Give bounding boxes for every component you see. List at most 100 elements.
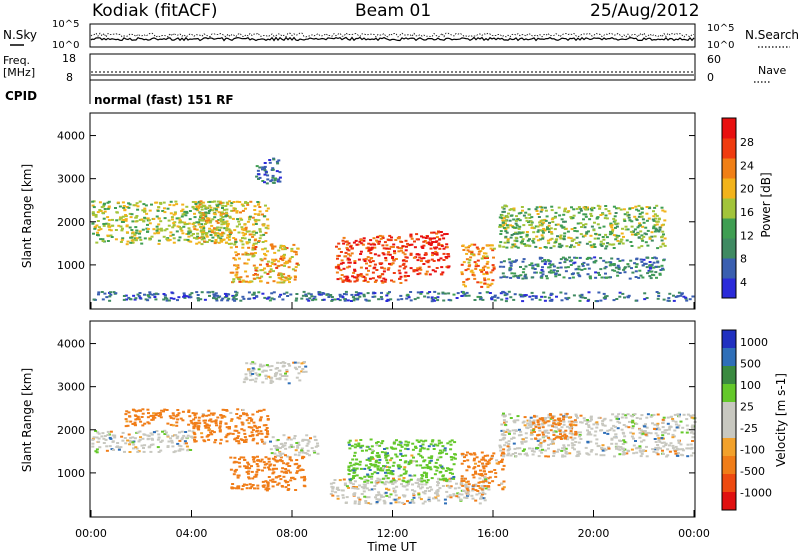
power-cell — [409, 253, 413, 256]
power-cell — [235, 268, 239, 271]
power-cell — [540, 276, 544, 279]
power-cell — [208, 230, 211, 233]
velocity-cell — [389, 470, 393, 472]
velocity-cell — [483, 492, 487, 495]
velocity-cell — [253, 487, 256, 490]
velocity-cell — [169, 437, 172, 440]
velocity-cell — [568, 427, 572, 430]
power-cell — [652, 219, 656, 222]
velocity-cell — [385, 447, 389, 450]
power-cell — [172, 297, 176, 300]
velocity-cell — [465, 481, 469, 484]
velocity-cell — [597, 416, 601, 419]
power-cell — [248, 233, 252, 236]
power-cell — [183, 296, 187, 299]
noise-strip-frame — [89, 23, 696, 48]
power-cell — [608, 212, 612, 215]
power-cell — [198, 203, 202, 206]
velocity-cell — [187, 423, 191, 426]
power-cell — [589, 257, 593, 260]
velocity-cell — [649, 415, 653, 418]
power-cell — [653, 235, 657, 238]
power-cell — [385, 300, 389, 302]
power-cell — [431, 269, 435, 272]
velocity-cell — [181, 436, 185, 439]
velocity-cell — [461, 454, 464, 457]
velocity-cell — [102, 442, 106, 444]
velocity-cell — [259, 460, 263, 463]
velocity-cell — [259, 416, 263, 419]
power-cell — [287, 274, 291, 277]
power-cell — [248, 238, 251, 241]
velocity-cell — [207, 426, 210, 429]
velocity-cell — [466, 451, 469, 454]
x-tick-label: 00:00 — [75, 527, 107, 540]
power-cell — [614, 238, 618, 241]
power-cell — [348, 254, 352, 257]
power-cell — [205, 234, 209, 237]
velocity-cell — [554, 423, 558, 426]
velocity-cell — [573, 419, 577, 422]
power-cell — [360, 242, 364, 245]
power-cell — [200, 208, 204, 211]
velocity-cell — [427, 456, 431, 459]
power-cell — [353, 262, 357, 264]
power-cell — [632, 230, 635, 233]
power-cell — [265, 182, 269, 185]
velocity-cell — [484, 465, 488, 468]
power-cell — [593, 221, 596, 224]
power-cell — [246, 202, 249, 204]
power-cell — [550, 209, 554, 212]
velocity-cell — [157, 433, 161, 436]
velocity-cell — [656, 434, 660, 437]
power-cell — [550, 232, 554, 235]
velocity-cell — [247, 368, 250, 371]
power-cell — [271, 176, 275, 179]
velocity-cell — [438, 487, 442, 490]
power-cell — [187, 227, 191, 230]
power-cell — [295, 262, 299, 265]
power-cell — [398, 265, 402, 268]
velocity-colorbar-tick: 1000 — [740, 336, 768, 349]
velocity-cell — [417, 453, 421, 456]
power-cell — [512, 218, 516, 221]
power-cell — [380, 298, 384, 301]
velocity-cell — [94, 450, 98, 453]
velocity-cell — [225, 426, 229, 429]
velocity-cell — [375, 441, 378, 444]
power-cell — [282, 257, 286, 260]
power-cell — [509, 268, 513, 271]
power-cell — [381, 236, 385, 239]
velocity-cell — [140, 416, 144, 418]
velocity-cell — [282, 364, 286, 367]
velocity-cell — [95, 451, 99, 454]
velocity-cell — [261, 381, 265, 384]
power-cell — [249, 200, 253, 203]
power-cell — [253, 205, 257, 208]
velocity-cell — [502, 454, 506, 457]
velocity-cell — [140, 444, 144, 447]
power-cell — [219, 226, 223, 229]
velocity-cell — [401, 485, 405, 488]
power-cell — [369, 248, 373, 251]
velocity-cell — [481, 489, 485, 492]
power-cell — [506, 240, 510, 242]
velocity-cell — [391, 464, 395, 467]
velocity-cell — [474, 485, 478, 487]
power-cell — [350, 300, 353, 302]
velocity-cell — [172, 417, 176, 420]
power-cell — [638, 222, 642, 225]
velocity-cell — [487, 488, 491, 491]
power-cell — [515, 240, 519, 243]
power-cell — [465, 258, 469, 261]
velocity-cell — [420, 480, 424, 483]
power-cell — [282, 292, 286, 295]
velocity-cell — [276, 446, 280, 449]
velocity-cell — [270, 452, 274, 455]
power-cell — [342, 236, 346, 239]
power-cell — [252, 291, 256, 294]
velocity-cell — [147, 412, 150, 415]
velocity-cell — [615, 446, 619, 449]
velocity-cell — [352, 486, 356, 488]
power-cell — [225, 211, 228, 214]
